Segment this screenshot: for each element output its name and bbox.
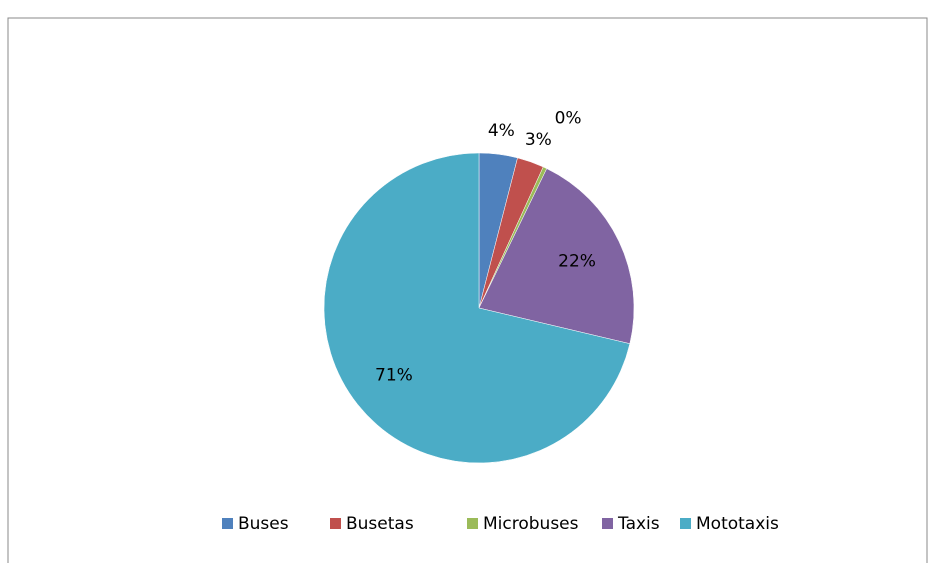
data-label: 0%: [555, 109, 582, 129]
legend-swatch: [467, 518, 478, 529]
data-label: 71%: [375, 365, 413, 385]
legend-label: Microbuses: [483, 514, 579, 534]
legend-swatch: [222, 518, 233, 529]
legend-label: Mototaxis: [696, 514, 779, 534]
legend-swatch: [330, 518, 341, 529]
legend-label: Taxis: [617, 514, 660, 534]
pie-slice: [323, 152, 631, 464]
pie-slice: [478, 168, 635, 345]
legend-label: Buses: [238, 514, 289, 534]
legend-swatch: [680, 518, 691, 529]
data-label: 22%: [558, 251, 596, 271]
legend-label: Busetas: [346, 514, 414, 534]
data-label: 4%: [488, 121, 515, 141]
legend-swatch: [602, 518, 613, 529]
data-label: 3%: [525, 130, 552, 150]
